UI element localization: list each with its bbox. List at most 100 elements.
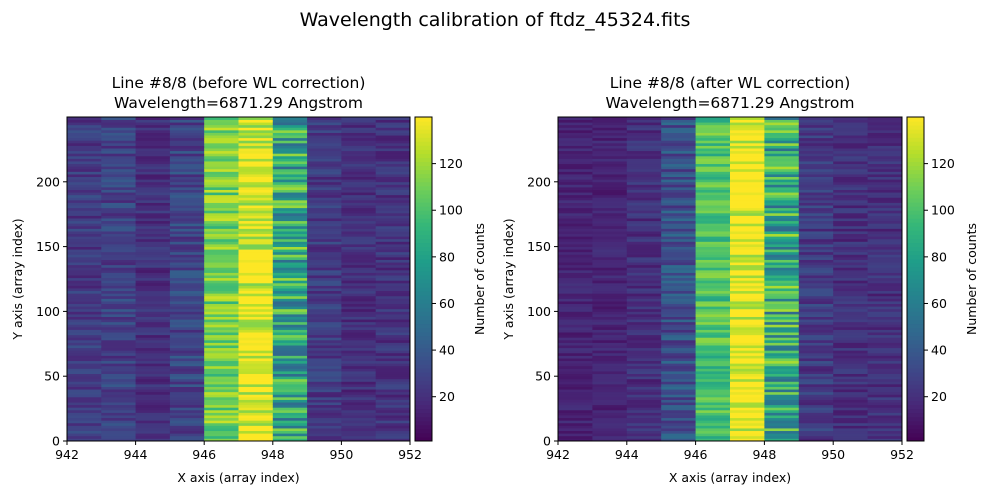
heatmap-cell	[764, 244, 800, 247]
heatmap-cell	[204, 430, 239, 434]
heatmap-cell	[375, 127, 411, 131]
colorbar-segment	[907, 351, 924, 357]
heatmap-cell	[661, 202, 696, 206]
heatmap-cell	[169, 422, 205, 426]
heatmap-cell	[272, 137, 308, 141]
heatmap-cell	[238, 316, 274, 320]
heatmap-cell	[695, 358, 731, 362]
heatmap-cell	[867, 329, 903, 333]
heatmap-cell	[867, 212, 903, 216]
heatmap-cell	[101, 368, 136, 372]
heatmap-cell	[867, 326, 903, 330]
heatmap-cell	[695, 363, 731, 367]
heatmap-cell	[341, 365, 377, 369]
heatmap-cell	[135, 205, 171, 209]
heatmap-cell	[204, 326, 239, 330]
heatmap-cell	[307, 420, 342, 424]
heatmap-cell	[307, 376, 342, 380]
heatmap-cell	[341, 181, 377, 185]
heatmap-cell	[833, 166, 868, 170]
heatmap-cell	[558, 249, 593, 253]
heatmap-cell	[341, 199, 377, 203]
heatmap-cell	[135, 181, 171, 185]
heatmap-cell	[272, 433, 308, 437]
heatmap-cell	[135, 316, 171, 320]
heatmap-cell	[867, 376, 903, 380]
heatmap-cell	[101, 163, 136, 167]
heatmap-cell	[307, 171, 342, 175]
heatmap-cell	[238, 124, 274, 128]
heatmap-cell	[238, 415, 274, 419]
heatmap-cell	[592, 365, 628, 369]
heatmap-cell	[341, 275, 377, 279]
heatmap-cell	[592, 308, 628, 312]
heatmap-cell	[730, 332, 765, 336]
heatmap-cell	[341, 425, 377, 429]
heatmap-cell	[661, 347, 696, 351]
heatmap-cell	[798, 166, 834, 170]
heatmap-cell	[626, 220, 662, 224]
colorbar-segment	[415, 436, 432, 442]
heatmap-cell	[592, 313, 628, 317]
heatmap-cell	[101, 389, 136, 393]
heatmap-cell	[798, 117, 834, 120]
heatmap-cell	[661, 122, 696, 126]
heatmap-cell	[867, 199, 903, 203]
colorbar-tick-label: 80	[931, 249, 947, 264]
heatmap-cell	[626, 381, 662, 385]
heatmap-cell	[798, 205, 834, 209]
heatmap-cell	[730, 311, 765, 315]
heatmap-cell	[272, 161, 308, 165]
heatmap-cell	[867, 402, 903, 406]
heatmap-cell	[661, 417, 696, 421]
heatmap-cell	[695, 316, 731, 320]
heatmap-cell	[695, 137, 731, 141]
heatmap-cell	[764, 368, 800, 372]
heatmap-cell	[867, 301, 903, 305]
heatmap-cell	[169, 399, 205, 403]
heatmap-cell	[558, 119, 593, 123]
heatmap-cell	[867, 288, 903, 292]
heatmap-cell	[764, 218, 800, 222]
heatmap-cell	[798, 350, 834, 354]
heatmap-cell	[238, 350, 274, 354]
heatmap-cell	[798, 192, 834, 196]
heatmap-cell	[798, 228, 834, 232]
heatmap-cell	[695, 155, 731, 159]
heatmap-cell	[135, 363, 171, 367]
heatmap-cell	[833, 381, 868, 385]
heatmap-cell	[135, 389, 171, 393]
heatmap-cell	[101, 365, 136, 369]
heatmap-cell	[307, 246, 342, 250]
colorbar-segment	[907, 319, 924, 325]
heatmap-cell	[307, 264, 342, 268]
heatmap-cell	[204, 433, 239, 437]
heatmap-cell	[67, 435, 102, 439]
heatmap-cell	[730, 352, 765, 356]
heatmap-cell	[661, 129, 696, 133]
heatmap-cell	[169, 189, 205, 193]
heatmap-cell	[798, 246, 834, 250]
colorbar-segment	[415, 384, 432, 389]
heatmap-cell	[307, 412, 342, 416]
heatmap-cell	[238, 277, 274, 281]
colorbar-segment	[907, 181, 924, 187]
heatmap-cell	[272, 285, 308, 289]
heatmap-cell	[341, 313, 377, 317]
x-tick-label: 952	[398, 447, 422, 462]
heatmap-cell	[272, 158, 308, 162]
heatmap-cell	[238, 293, 274, 297]
colorbar-segment	[415, 193, 432, 199]
heatmap-cell	[833, 228, 868, 232]
heatmap-cell	[135, 267, 171, 271]
heatmap-cell	[67, 339, 102, 343]
colorbar-segment	[415, 287, 432, 292]
heatmap-cell	[341, 298, 377, 302]
heatmap-cell	[341, 355, 377, 359]
heatmap-cell	[307, 135, 342, 139]
heatmap-cell	[204, 316, 239, 320]
heatmap-cell	[238, 238, 274, 242]
heatmap-cell	[695, 132, 731, 136]
heatmap-cell	[375, 371, 411, 375]
